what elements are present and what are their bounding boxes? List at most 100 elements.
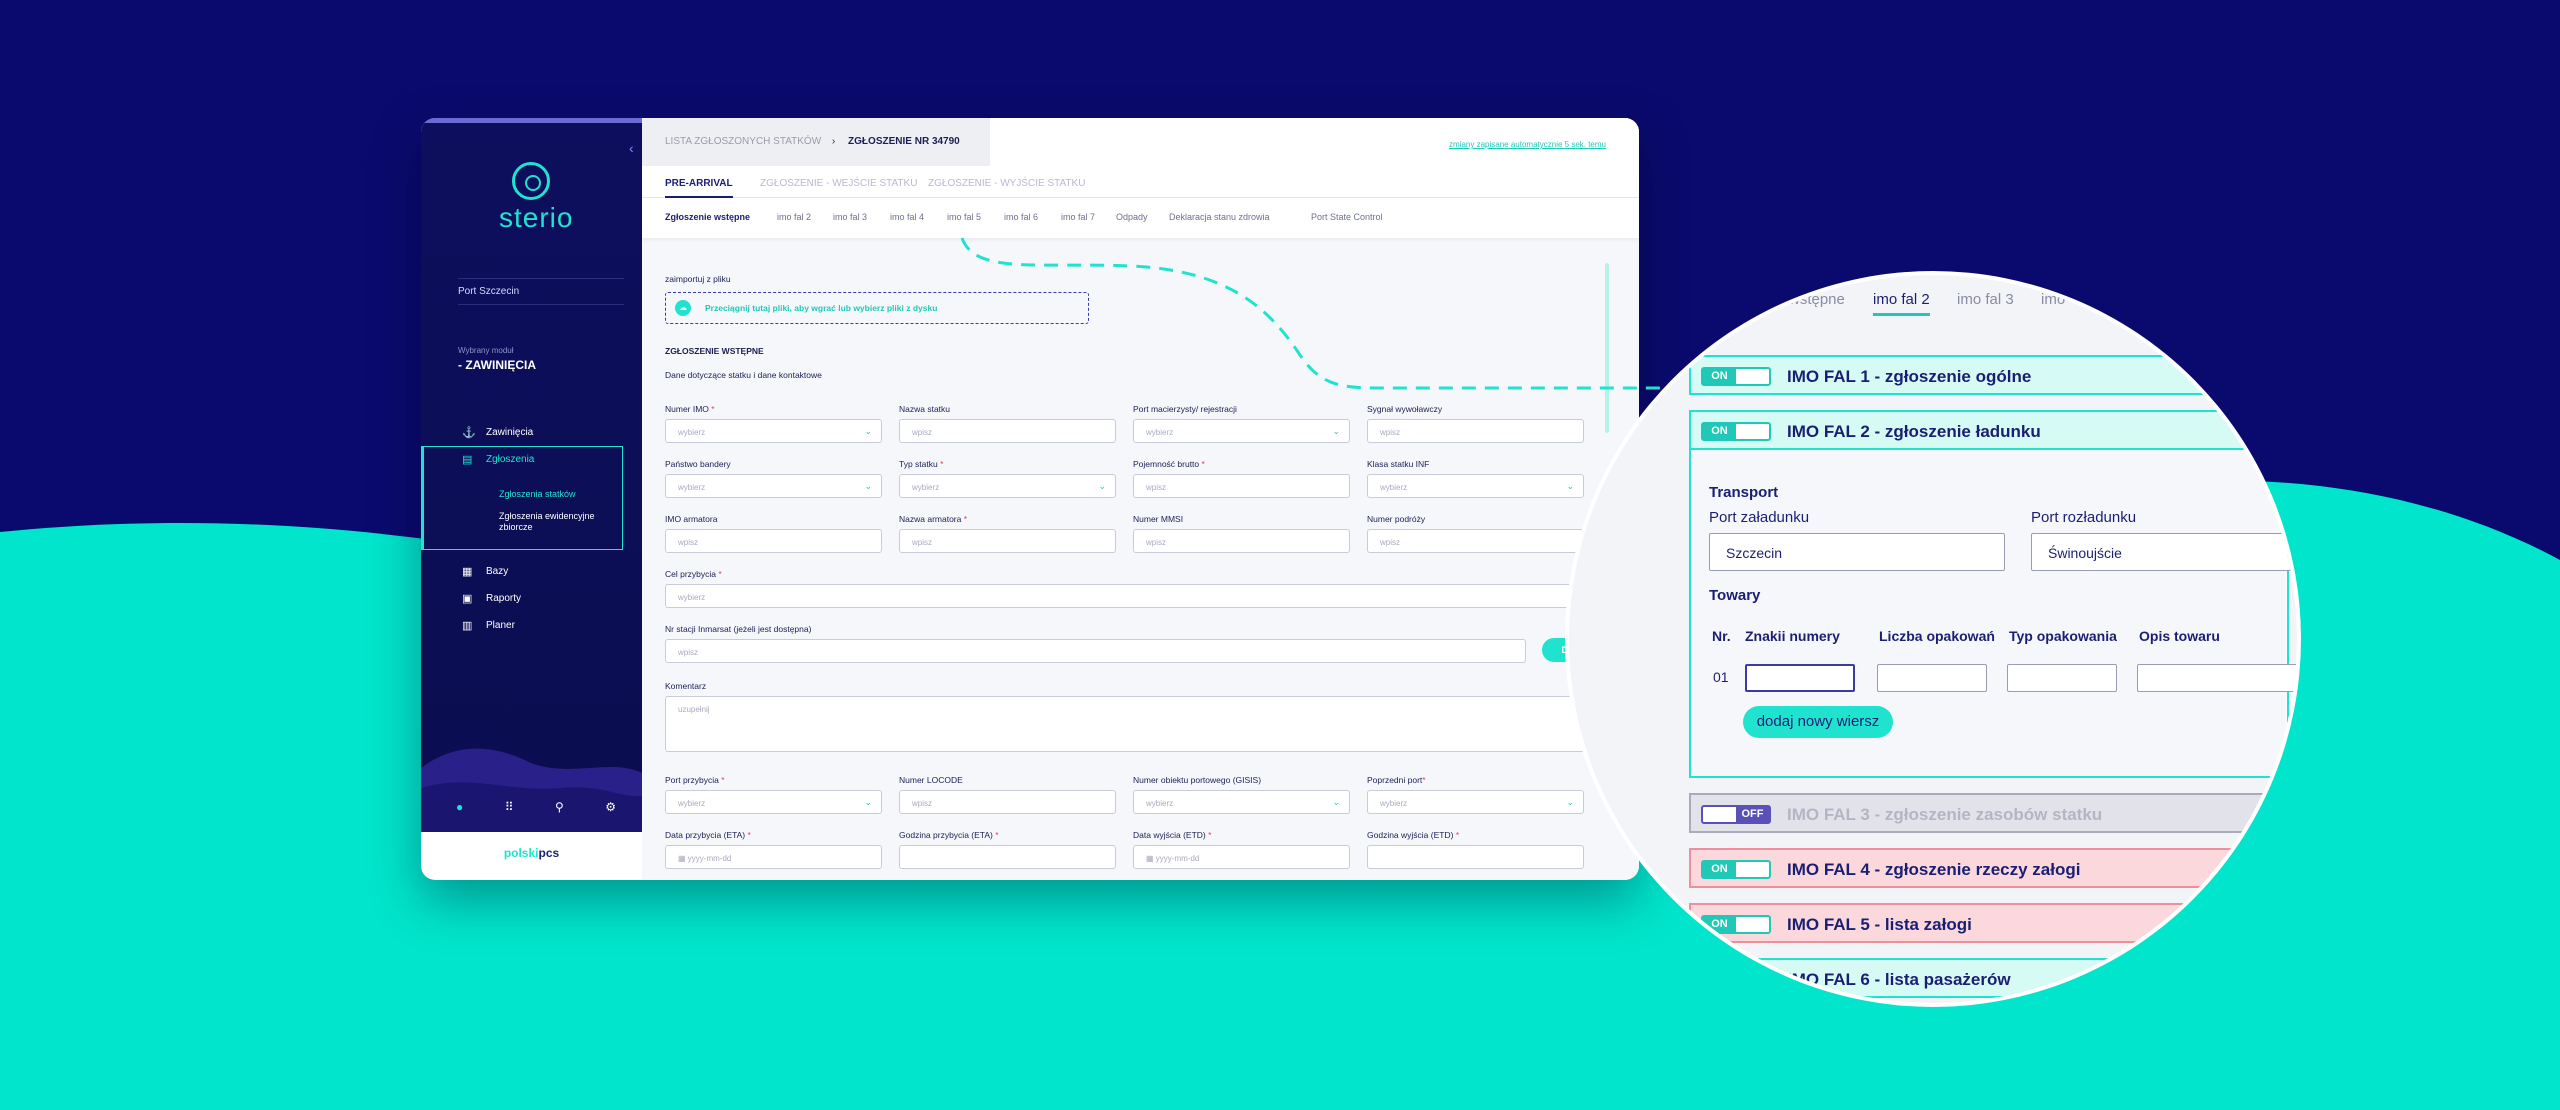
comment-textarea[interactable]: uzupełnij (665, 696, 1600, 752)
description-input[interactable] (2137, 664, 2297, 692)
module-value[interactable]: - ZAWINIĘCIA (458, 358, 536, 372)
fal2-toggle[interactable]: ON (1701, 422, 1771, 441)
owner-name-label: Nazwa armatora * (899, 514, 968, 524)
calendar-icon: ▥ (462, 619, 473, 632)
sidebar-item-planer[interactable]: ▥ Planer (462, 619, 515, 632)
etd-time-label: Godzina wyjścia (ETD) * (1367, 830, 1460, 840)
sidebar-item-zgloszenia[interactable]: ▤ Zgłoszenia (462, 453, 535, 466)
owner-imo-input[interactable]: wpisz (665, 529, 882, 553)
sidebar-item-raporty[interactable]: ▣ Raporty (462, 592, 522, 605)
fal6-row[interactable]: ON IMO FAL 6 - lista pasażerów (1689, 958, 2289, 998)
fal1-title: IMO FAL 1 - zgłoszenie ogólne (1787, 367, 2032, 386)
package-type-input[interactable] (2007, 664, 2117, 692)
autosave-status: zmiany zapisane automatycznie 5 sek. tem… (1449, 140, 1606, 149)
inf-class-select[interactable]: wybierz ⌄ (1367, 474, 1584, 498)
fal6-toggle[interactable]: ON (1701, 970, 1771, 989)
sidebar-top-accent (421, 118, 642, 123)
location-pin-icon[interactable]: ⚲ (554, 800, 564, 814)
subtab-fal3[interactable]: imo fal 3 (833, 212, 868, 222)
ship-name-input[interactable]: wpisz (899, 419, 1116, 443)
inmarsat-input[interactable]: wpisz (665, 639, 1526, 663)
loading-port-input[interactable]: Szczecin (1709, 533, 2005, 571)
subtab-zdrowie[interactable]: Deklaracja stanu zdrowia (1169, 212, 1270, 222)
purpose-select[interactable]: wybierz (665, 584, 1600, 608)
arrival-port-select[interactable]: wybierz ⌄ (665, 790, 882, 814)
gross-input[interactable]: wpisz (1133, 474, 1350, 498)
home-port-select[interactable]: wybierz ⌄ (1133, 419, 1350, 443)
unloading-port-input[interactable]: Świnoujście (2031, 533, 2291, 571)
calendar-icon: ▦ (678, 854, 688, 863)
main-tabs: PRE-ARRIVAL ZGŁOSZENIE - WEJŚCIE STATKU … (642, 166, 1639, 198)
user-icon[interactable]: ● (456, 800, 464, 814)
sidebar-subitem-statkow[interactable]: Zgłoszenia statków (499, 489, 576, 499)
fal1-row[interactable]: ON IMO FAL 1 - zgłoszenie ogólne (1689, 355, 2289, 395)
fal3-row[interactable]: OFF IMO FAL 3 - zgłoszenie zasobów statk… (1689, 793, 2289, 833)
subtab-psc[interactable]: Port State Control (1311, 212, 1383, 222)
ship-type-select[interactable]: wybierz ⌄ (899, 474, 1116, 498)
zoom-tab-fal2[interactable]: imo fal 2 (1873, 291, 1930, 316)
fal5-row[interactable]: ON IMO FAL 5 - lista załogi (1689, 903, 2289, 943)
add-row-button[interactable]: dodaj nowy wiersz (1743, 706, 1893, 738)
packages-input[interactable] (1877, 664, 1987, 692)
mmsi-input[interactable]: wpisz (1133, 529, 1350, 553)
sidebar-item-bazy[interactable]: ▦ Bazy (462, 565, 509, 578)
voyage-input[interactable]: wpisz (1367, 529, 1584, 553)
zoom-tab-fal4[interactable]: imo (2041, 291, 2066, 308)
tab-pre-arrival[interactable]: PRE-ARRIVAL (665, 178, 733, 198)
subtab-fal5[interactable]: imo fal 5 (947, 212, 982, 222)
fal5-toggle[interactable]: ON (1701, 915, 1771, 934)
tab-wejscie[interactable]: ZGŁOSZENIE - WEJŚCIE STATKU (760, 178, 918, 189)
port-selector[interactable]: Port Szczecin (458, 278, 624, 305)
subtab-odpady[interactable]: Odpady (1116, 212, 1148, 222)
sidebar-item-zawiniecia[interactable]: ⚓ Zawinięcia (462, 426, 534, 439)
fal4-toggle[interactable]: ON (1701, 860, 1771, 879)
owner-name-input[interactable]: wpisz (899, 529, 1116, 553)
prev-port-label: Poprzedni port* (1367, 775, 1426, 785)
prev-port-select[interactable]: wybierz ⌄ (1367, 790, 1584, 814)
subtab-fal7[interactable]: imo fal 7 (1061, 212, 1096, 222)
comment-label: Komentarz (665, 681, 707, 691)
fal4-row[interactable]: ON IMO FAL 4 - zgłoszenie rzeczy załogi (1689, 848, 2289, 888)
home-port-label: Port macierzysty/ rejestracji (1133, 404, 1237, 414)
inmarsat-label: Nr stacji Inmarsat (jeżeli jest dostępna… (665, 624, 812, 634)
document-icon: ▤ (462, 453, 473, 466)
eta-time-input[interactable] (899, 845, 1116, 869)
flag-select[interactable]: wybierz ⌄ (665, 474, 882, 498)
report-icon: ▣ (462, 592, 473, 605)
locode-input[interactable]: wpisz (899, 790, 1116, 814)
chevron-down-icon: ⌄ (864, 481, 872, 491)
fal3-toggle[interactable]: OFF (1701, 805, 1771, 824)
sidebar-subitem-zbiorcze[interactable]: Zgłoszenia ewidencyjne zbiorcze (499, 511, 595, 532)
subtab-fal2[interactable]: imo fal 2 (777, 212, 812, 222)
collapse-icon[interactable]: ‹ (629, 140, 634, 156)
sidebar: ‹ sterio Port Szczecin Wybrany moduł - Z… (421, 118, 642, 880)
cloud-upload-icon: ☁ (675, 300, 691, 316)
tab-wyjscie[interactable]: ZGŁOSZENIE - WYJŚCIE STATKU (928, 178, 1086, 189)
imo-select[interactable]: wybierz ⌄ (665, 419, 882, 443)
subtab-fal4[interactable]: imo fal 4 (890, 212, 925, 222)
eta-date-input[interactable]: ▦ yyyy-mm-dd (665, 845, 882, 869)
breadcrumb-list-link[interactable]: LISTA ZGŁOSZONYCH STATKÓW (665, 136, 822, 147)
fal1-toggle[interactable]: ON (1701, 367, 1771, 386)
chevron-down-icon: ⌄ (864, 426, 872, 436)
chevron-down-icon: ⌄ (1332, 426, 1340, 436)
file-dropzone[interactable]: ☁ Przeciągnij tutaj pliki, aby wgrać lub… (665, 292, 1089, 324)
fal2-row[interactable]: ON IMO FAL 2 - zgłoszenie ładunku (1689, 410, 2289, 450)
etd-time-input[interactable] (1367, 845, 1584, 869)
col-nr: Nr. (1712, 628, 1731, 644)
zoom-tab-wstepne[interactable]: wstępne (1789, 291, 1845, 308)
sidebar-active-group (421, 446, 623, 550)
zoom-tab-fal3[interactable]: imo fal 3 (1957, 291, 2014, 308)
apps-grid-icon[interactable]: ⠿ (504, 800, 514, 814)
subtab-fal6[interactable]: imo fal 6 (1004, 212, 1039, 222)
gear-icon[interactable]: ⚙ (605, 800, 616, 814)
dropzone-text: Przeciągnij tutaj pliki, aby wgrać lub w… (705, 303, 938, 313)
marks-input[interactable] (1745, 664, 1855, 692)
subtab-wstepne[interactable]: Zgłoszenie wstępne (665, 212, 751, 222)
gisis-select[interactable]: wybierz ⌄ (1133, 790, 1350, 814)
eta-date-label: Data przybycia (ETA) * (665, 830, 751, 840)
etd-date-input[interactable]: ▦ yyyy-mm-dd (1133, 845, 1350, 869)
call-sign-input[interactable]: wpisz (1367, 419, 1584, 443)
unloading-port-label: Port rozładunku (2031, 509, 2137, 526)
section-subtitle: Dane dotyczące statku i dane kontaktowe (665, 370, 822, 380)
